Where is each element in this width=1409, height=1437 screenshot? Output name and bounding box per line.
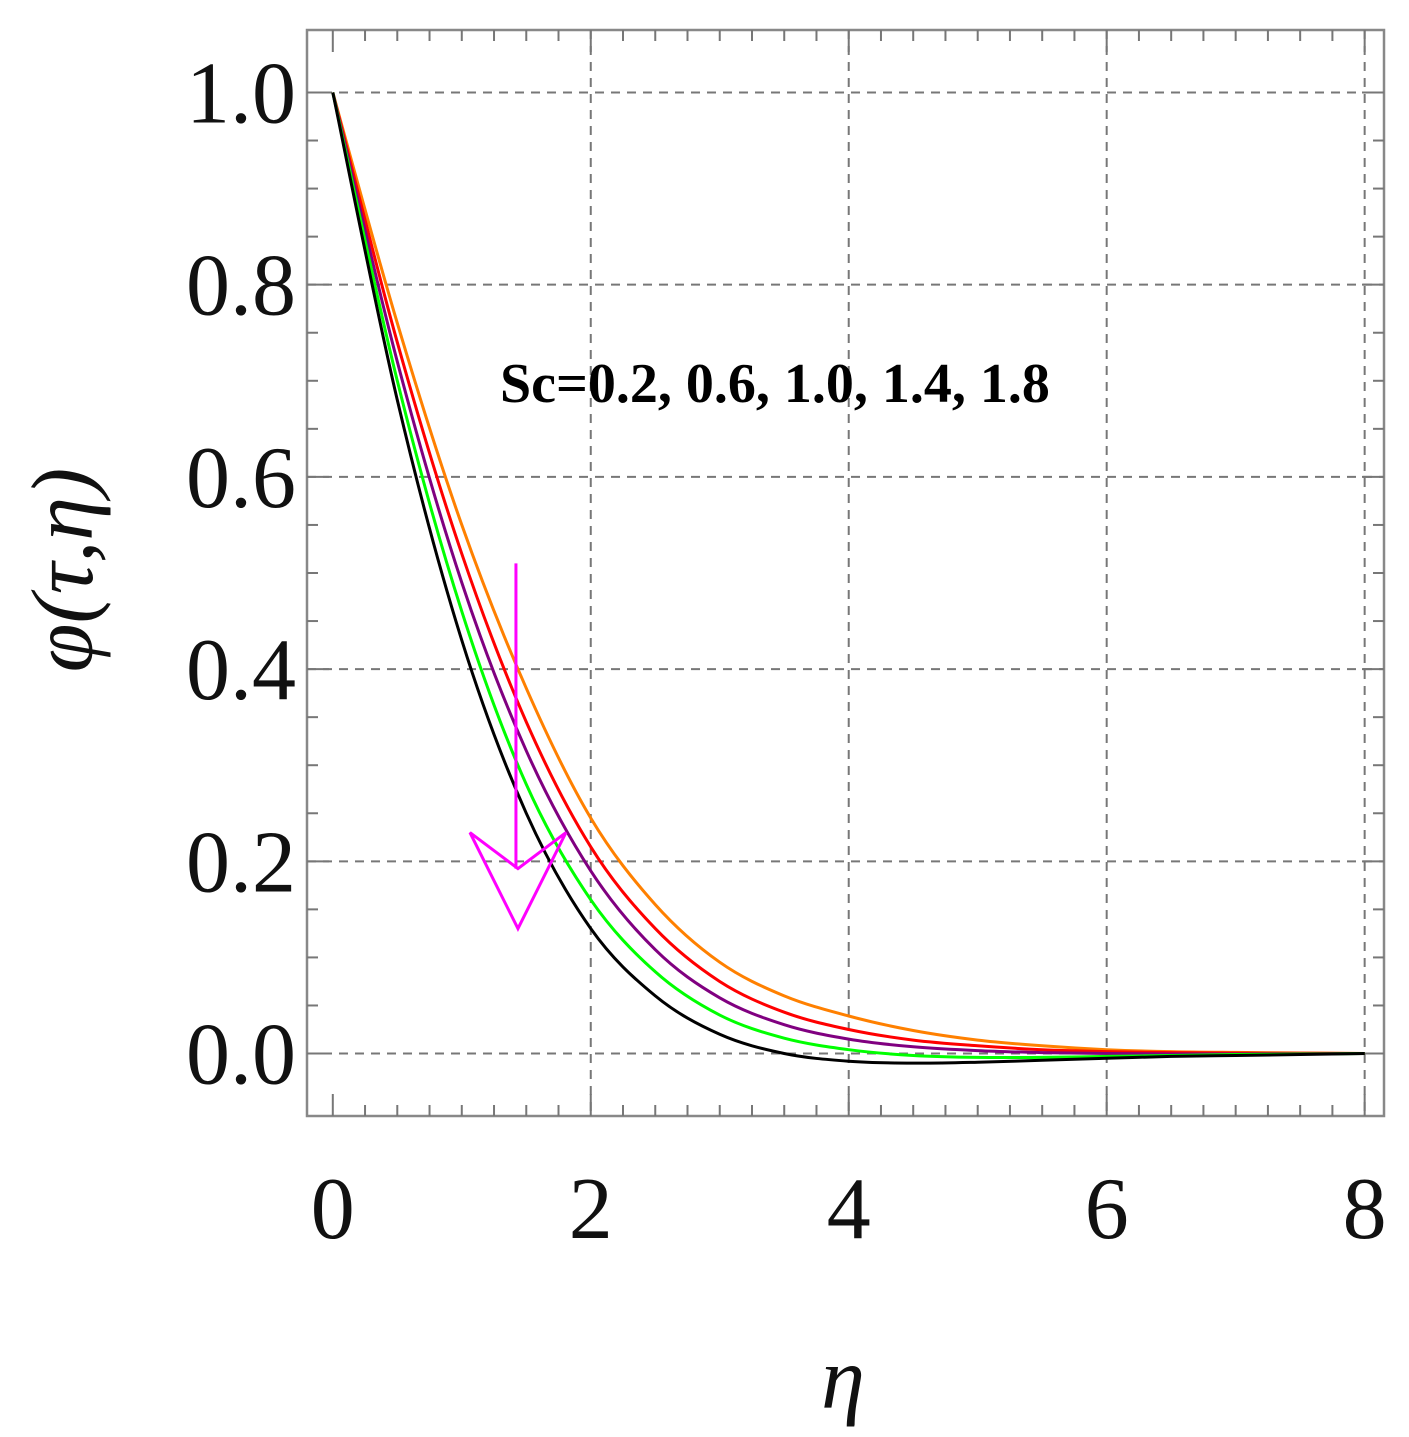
y-axis-label: φ(τ,η) [15,468,112,672]
x-axis-label: η [821,1331,865,1428]
series-line-3 [331,92,1365,1056]
series-group [331,92,1365,1065]
series-line-2 [331,92,1365,1055]
x-tick-label: 4 [827,1161,871,1258]
minor-ticks [307,30,1384,1116]
series-line-1 [331,92,1365,1055]
sc-annotation: Sc=0.2, 0.6, 1.0, 1.4, 1.8 [500,353,1050,415]
tick-labels: 0 2 4 6 8 0.0 0.2 0.4 0.6 0.8 1.0 [186,45,1387,1258]
x-tick-label: 0 [311,1161,355,1258]
x-tick-label: 8 [1343,1161,1387,1258]
y-tick-label: 0.6 [186,430,296,527]
y-tick-label: 0.2 [186,814,296,911]
series-line-5 [331,92,1365,1065]
trend-arrow [468,563,568,932]
y-tick-label: 0.8 [186,238,296,335]
y-tick-label: 0.0 [186,1007,296,1104]
arrow-head [468,831,568,932]
x-tick-label: 6 [1085,1161,1129,1258]
y-tick-label: 1.0 [186,45,296,142]
x-tick-label: 2 [569,1161,613,1258]
y-tick-label: 0.4 [186,622,296,719]
